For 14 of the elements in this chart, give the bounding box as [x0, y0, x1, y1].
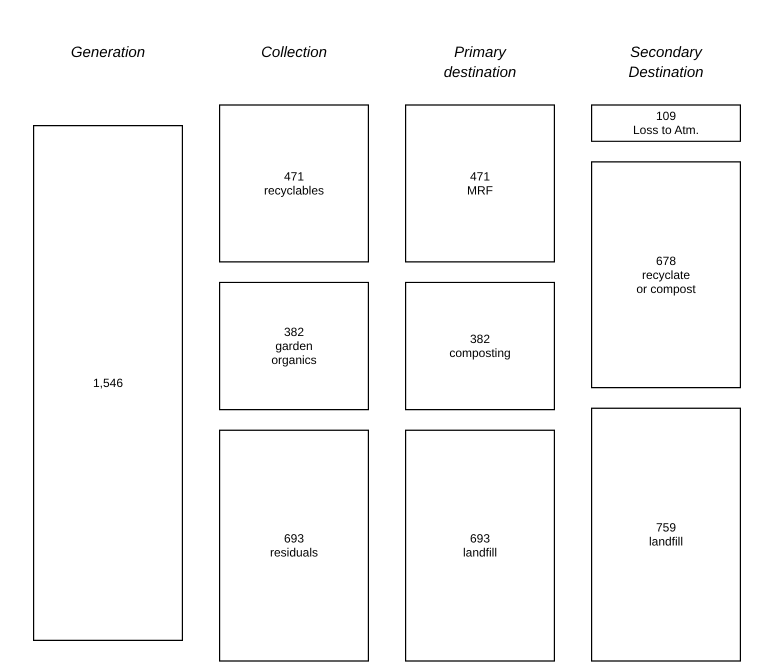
data-label: 382 composting — [449, 332, 511, 360]
data-label: 759 landfill — [648, 520, 684, 549]
data-label: 693 landfill — [462, 532, 498, 560]
data-label: 693 residuals — [270, 532, 318, 560]
category-label: Generation — [70, 44, 146, 61]
data-label: 382 garden organics — [271, 325, 317, 368]
category-label: Secondary Destination — [628, 44, 704, 81]
category-label: Collection — [261, 44, 327, 61]
data-label: 678 recyclate or compost — [636, 254, 696, 296]
category-label: Primary destination — [444, 44, 516, 81]
data-label: 471 MRF — [467, 169, 493, 198]
data-label: 109 Loss to Atm. — [632, 109, 700, 138]
data-label: 1,546 — [92, 376, 124, 390]
data-label: 471 recyclables — [264, 169, 324, 198]
